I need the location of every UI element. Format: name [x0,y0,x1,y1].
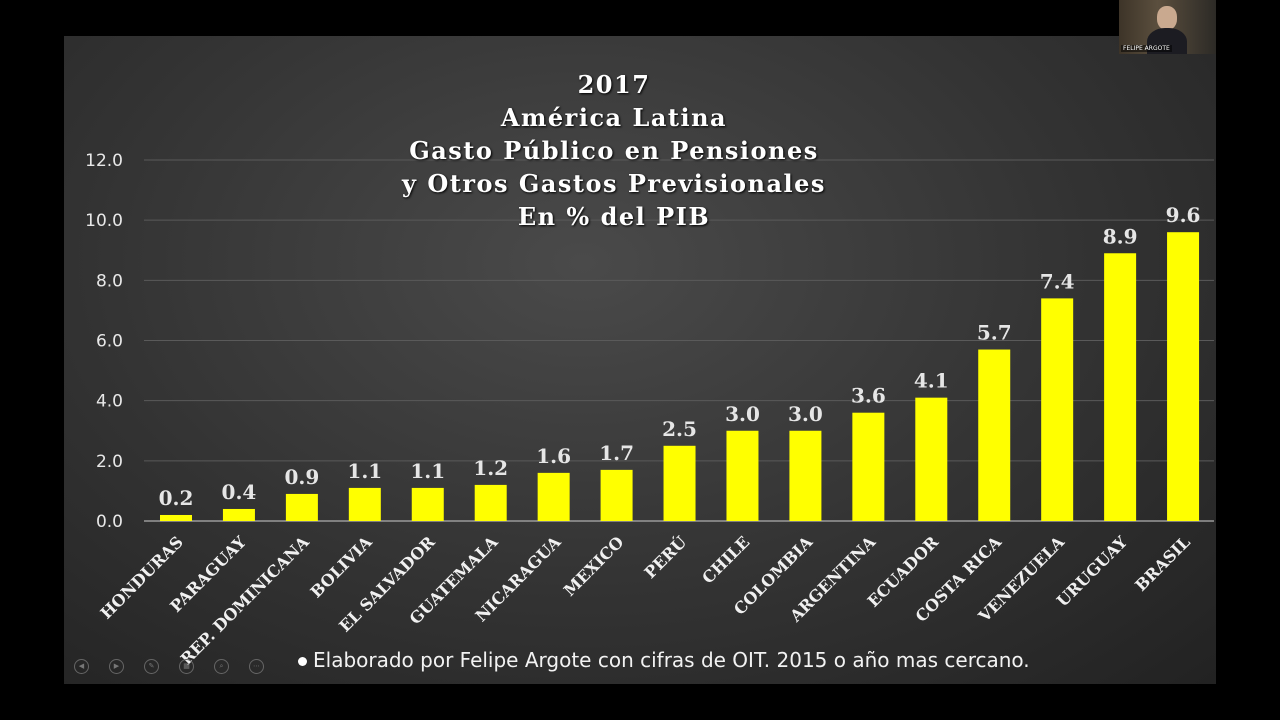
participant-head [1157,6,1177,30]
bar [411,487,444,521]
x-tick-label: PERÚ [640,532,691,583]
bar [1041,298,1074,521]
bar [537,472,570,521]
bar [285,493,318,521]
data-label: 2.5 [662,417,697,441]
x-tick-label: CHILE [698,532,753,587]
next-slide-icon[interactable]: ▶ [109,659,124,674]
source-text: Elaborado por Felipe Argote con cifras d… [313,648,1030,672]
data-label: 5.7 [977,321,1012,345]
chart-title: 2017 América Latina Gasto Público en Pen… [294,68,934,233]
participant-video-tile[interactable]: FELIPE ARGOTE [1119,0,1216,54]
bar-chart: 0.02.04.06.08.010.012.00.2HONDURAS0.4PAR… [85,151,1214,668]
bar [222,508,255,521]
bullet-icon [298,657,307,666]
data-label: 3.0 [725,402,760,426]
data-label: 7.4 [1040,269,1075,293]
y-tick-label: 10.0 [85,211,123,231]
more-options-icon[interactable]: ⋯ [249,659,264,674]
y-tick-label: 8.0 [96,271,123,291]
bar [789,430,822,521]
x-tick-label: MEXICO [560,532,628,600]
bar [600,469,633,521]
data-label: 8.9 [1103,224,1138,248]
title-line: América Latina [500,103,728,132]
y-tick-label: 6.0 [96,332,123,352]
data-label: 9.6 [1166,203,1201,227]
title-line: y Otros Gastos Previsionales [402,169,826,198]
y-tick-label: 2.0 [96,452,123,472]
source-note: Elaborado por Felipe Argote con cifras d… [298,648,1030,672]
data-label: 3.6 [851,384,886,408]
grid-view-icon[interactable]: ▦ [179,659,194,674]
x-tick-label: REP. DOMINICANA [177,532,313,668]
title-line: 2017 [577,70,651,99]
data-label: 0.4 [222,480,257,504]
y-tick-label: 0.0 [96,512,123,532]
data-label: 0.2 [159,486,194,510]
bar [1104,253,1137,521]
data-label: 0.9 [284,465,319,489]
bar [160,514,192,521]
bar [852,412,885,521]
data-label: 1.1 [347,459,382,483]
bar [663,445,696,521]
title-line: En % del PIB [517,202,711,231]
previous-slide-icon[interactable]: ◀ [74,659,89,674]
bar [978,349,1011,521]
bar [915,397,948,521]
bar [348,487,381,521]
data-label: 1.6 [536,444,571,468]
bar [1167,232,1200,521]
y-tick-label: 12.0 [85,151,123,171]
data-label: 4.1 [914,369,949,393]
slideshow-toolbar: ◀ ▶ ✎ ▦ ⌕ ⋯ [74,659,264,674]
title-line: Gasto Público en Pensiones [409,136,819,165]
slide: 0.0 2.0 4.0 6.0 8.0 10.0 12.0 0.2 HONDURAS 0.4 PAR… [64,36,1216,684]
participant-name: FELIPE ARGOTE [1121,45,1172,52]
bar [474,484,507,521]
data-label: 1.7 [599,441,634,465]
data-label: 1.2 [473,456,508,480]
data-label: 3.0 [788,402,823,426]
zoom-icon[interactable]: ⌕ [214,659,229,674]
pen-icon[interactable]: ✎ [144,659,159,674]
data-label: 1.1 [410,459,445,483]
bar [726,430,759,521]
y-tick-label: 4.0 [96,392,123,412]
x-tick-label: BRASIL [1131,532,1194,595]
